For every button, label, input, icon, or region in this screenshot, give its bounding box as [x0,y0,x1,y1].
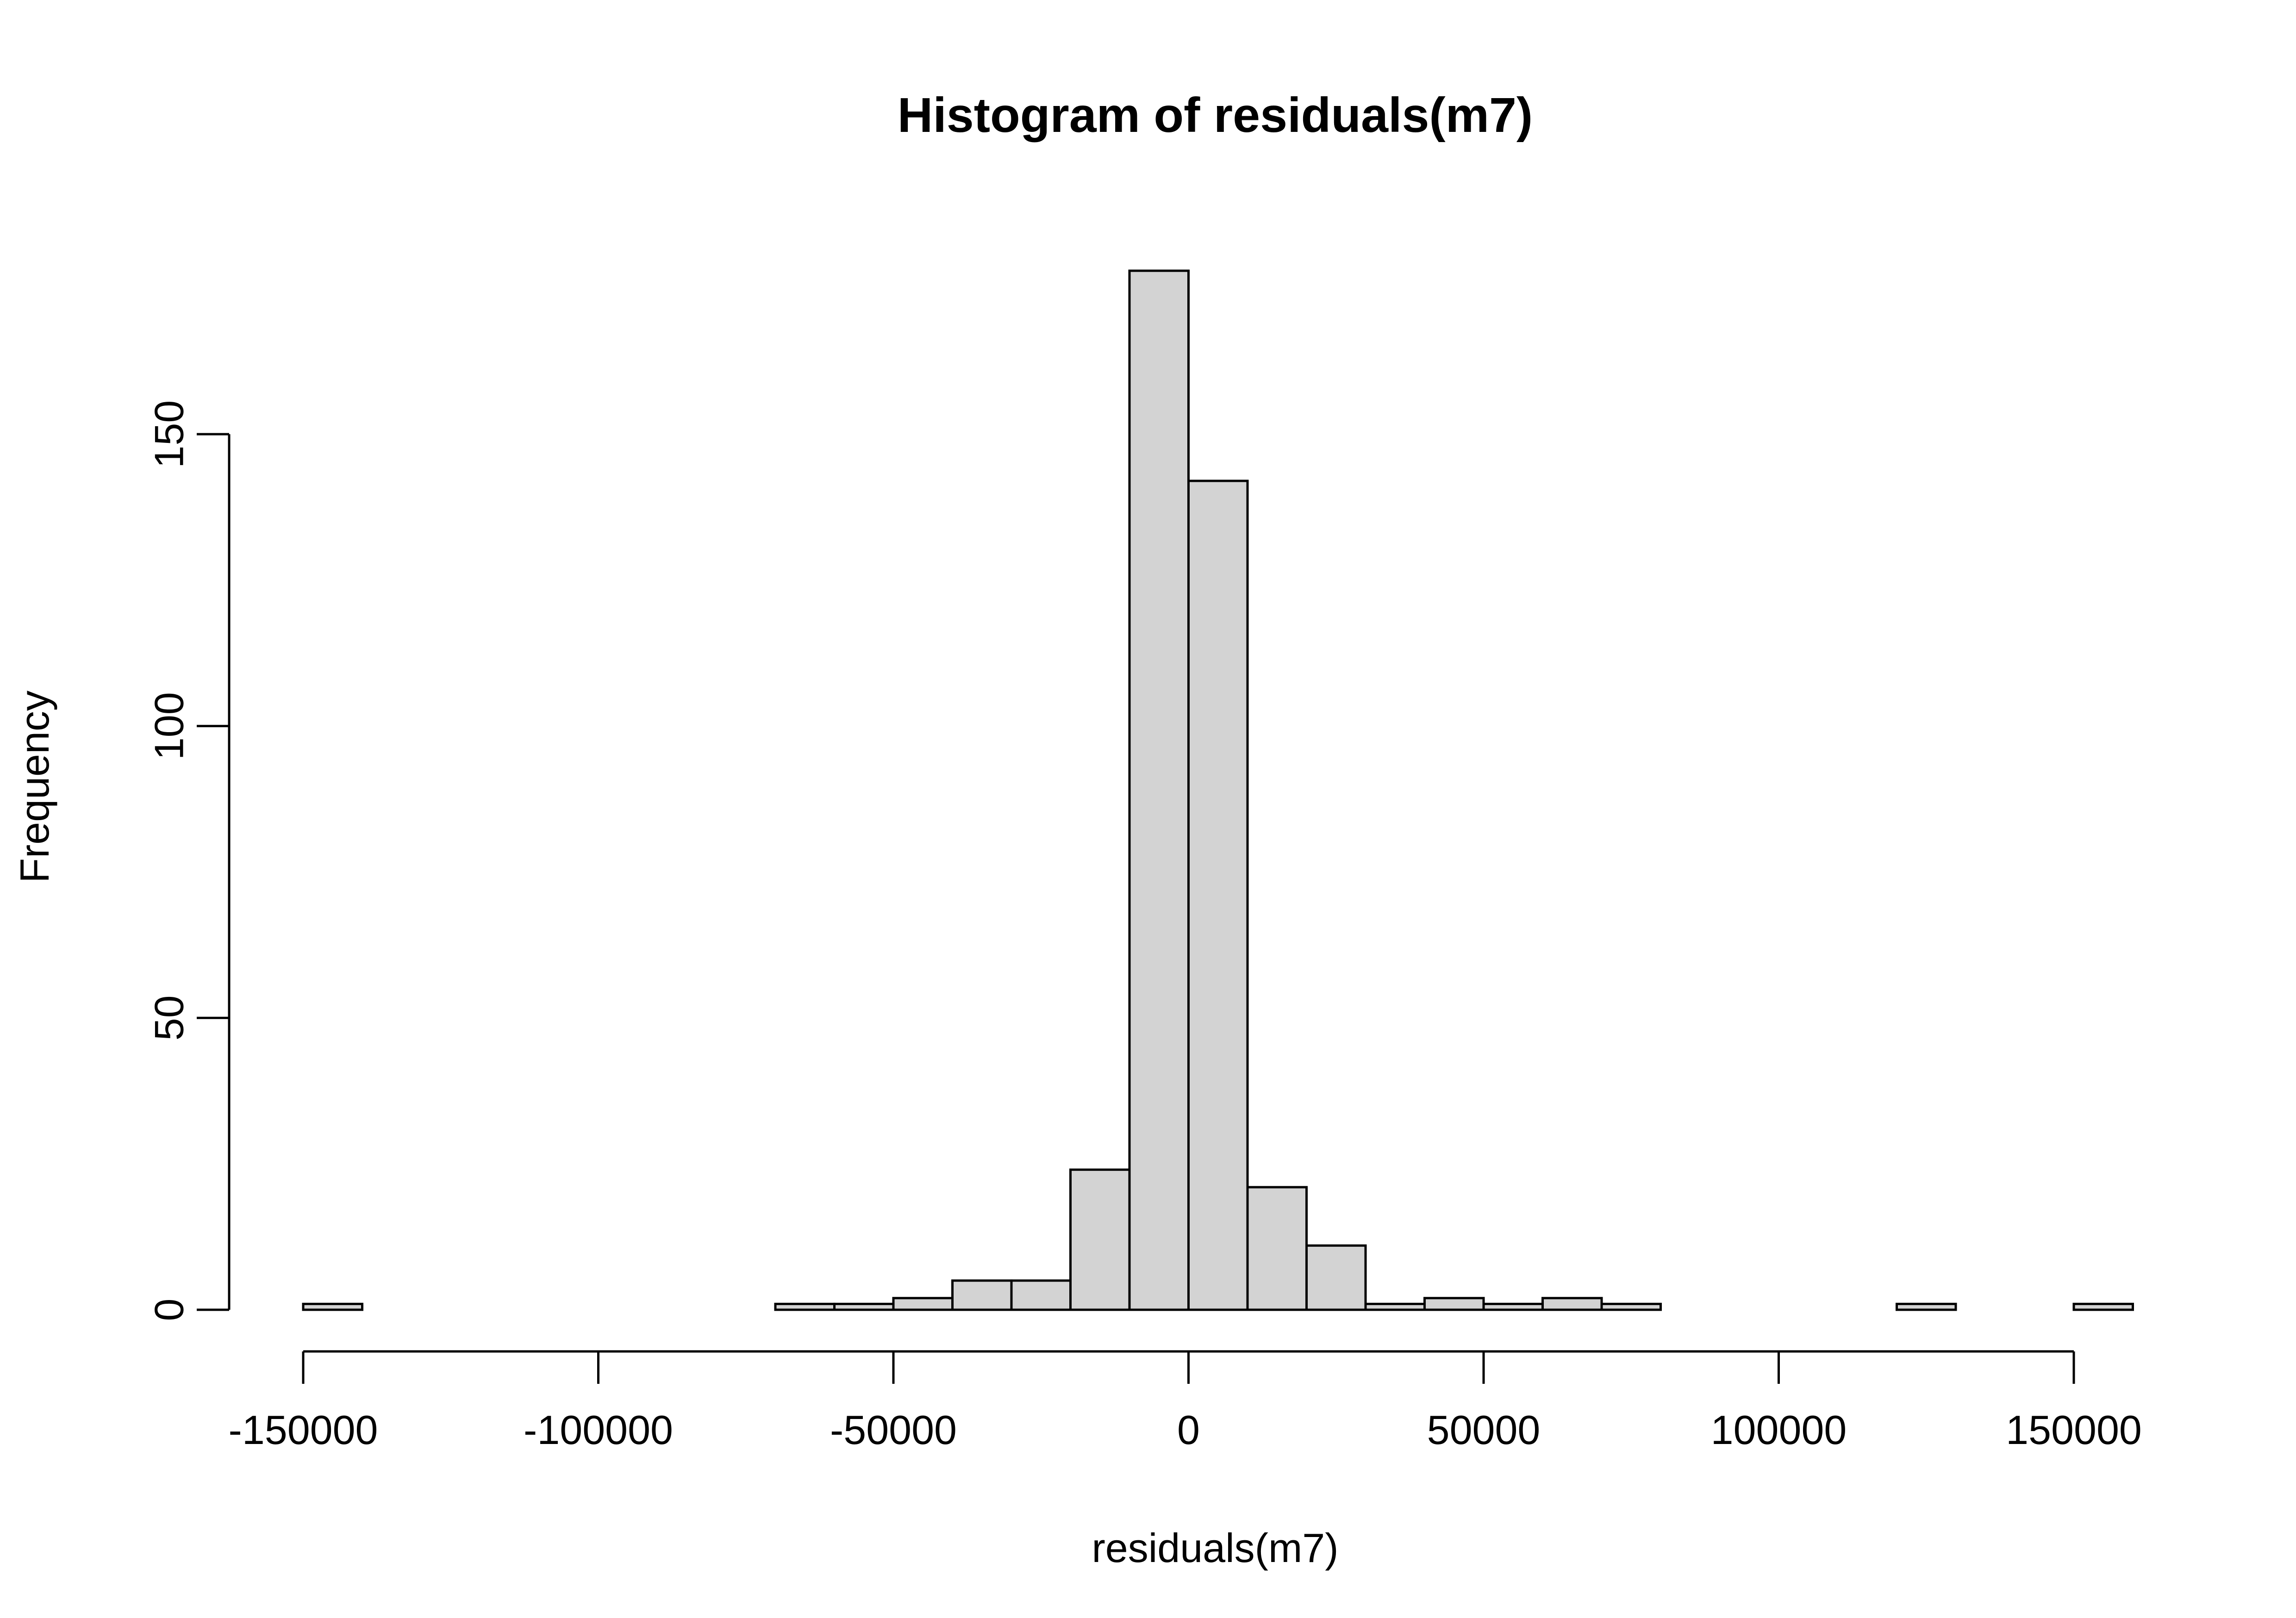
y-axis-label: Frequency [12,691,57,883]
histogram-bar [1187,479,1249,1311]
x-tick-label: -150000 [229,1407,378,1453]
x-tick-label: 150000 [2006,1407,2142,1453]
x-axis-label: residuals(m7) [1092,1525,1338,1571]
x-tick-label: 50000 [1427,1407,1541,1453]
histogram-bar [1482,1302,1544,1311]
histogram-bar [1128,269,1190,1311]
x-tick-label: 0 [1177,1407,1200,1453]
histogram-bar [1423,1297,1485,1311]
histogram-bar [1600,1302,1662,1311]
histogram-bar [1364,1302,1426,1311]
y-tick-label: 150 [146,400,192,468]
histogram-bar [302,1302,363,1311]
y-axis: 0 50 100 150 [146,400,231,1321]
y-tick-label: 0 [146,1299,192,1321]
y-tick-label: 50 [146,995,192,1040]
x-tick-label: 100000 [1711,1407,1847,1453]
histogram-bar [1246,1186,1308,1311]
y-tick-label: 100 [146,692,192,760]
histogram-bar [951,1279,1013,1311]
x-axis: -150000 -100000 -50000 0 50000 100000 150000 [229,1350,2142,1453]
histogram-bar [774,1302,836,1311]
histogram-bars [302,269,2134,1311]
x-tick-label: -100000 [524,1407,673,1453]
histogram-bar [892,1297,954,1311]
chart-title: Histogram of residuals(m7) [898,88,1533,143]
histogram-bar [1069,1168,1131,1311]
histogram-bar [1010,1279,1072,1311]
histogram-bar [833,1302,895,1311]
histogram-bar [1896,1302,1957,1311]
histogram-bar [1541,1297,1603,1311]
histogram-bar [1305,1244,1367,1311]
histogram-bar [2072,1302,2134,1311]
x-tick-label: -50000 [830,1407,957,1453]
